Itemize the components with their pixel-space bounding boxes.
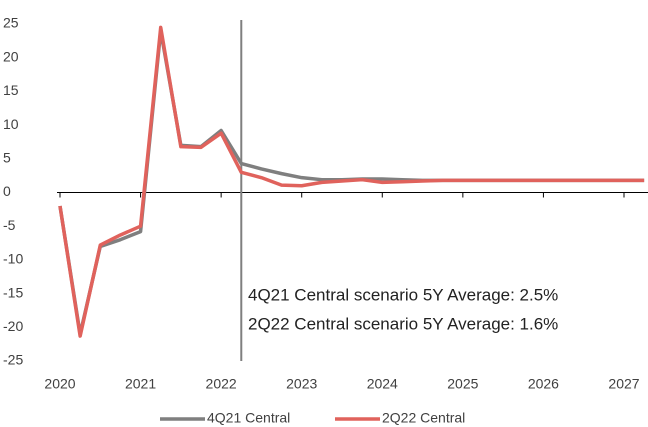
y-tick-label: -20 xyxy=(3,318,23,334)
x-tick-label: 2023 xyxy=(286,376,317,392)
y-tick-label: -25 xyxy=(3,352,23,368)
y-tick-label: -15 xyxy=(3,284,23,300)
x-tick-label: 2020 xyxy=(44,376,75,392)
y-tick-label: 25 xyxy=(3,15,19,31)
y-tick-label: 20 xyxy=(3,48,19,64)
x-tick-label: 2026 xyxy=(528,376,559,392)
x-tick-label: 2021 xyxy=(125,376,156,392)
y-tick-label: 5 xyxy=(3,150,11,166)
legend-label: 2Q22 Central xyxy=(382,410,465,426)
y-tick-label: 0 xyxy=(3,183,11,199)
x-tick-label: 2022 xyxy=(206,376,237,392)
x-tick-label: 2025 xyxy=(447,376,478,392)
x-tick-label: 2027 xyxy=(608,376,639,392)
legend-label: 4Q21 Central xyxy=(207,410,290,426)
y-tick-label: 15 xyxy=(3,82,19,98)
y-tick-label: -10 xyxy=(3,251,23,267)
series-line xyxy=(58,25,645,338)
annotation: 4Q21 Central scenario 5Y Average: 2.5% xyxy=(248,285,558,304)
y-tick-label: -5 xyxy=(3,217,16,233)
y-tick-label: 10 xyxy=(3,116,19,132)
annotation: 2Q22 Central scenario 5Y Average: 1.6% xyxy=(248,314,558,333)
x-tick-label: 2024 xyxy=(367,376,398,392)
